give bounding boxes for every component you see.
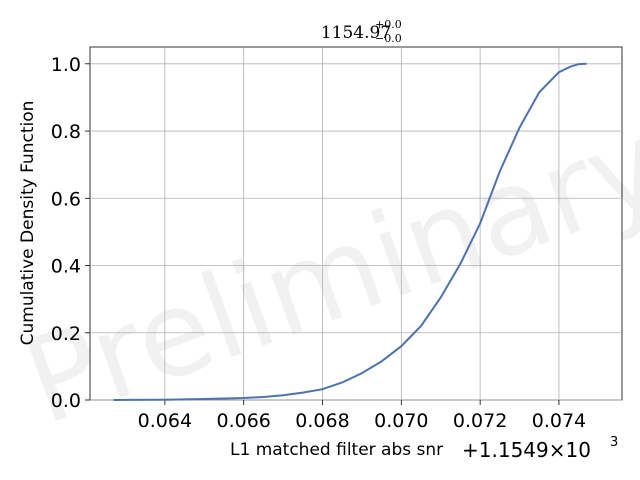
y-tick-label: 0.4 bbox=[51, 256, 81, 278]
y-tick-label: 1.0 bbox=[51, 54, 81, 76]
x-axis-ticks: 0.064 0.066 0.068 0.070 0.072 0.074 bbox=[138, 400, 586, 432]
y-tick-label: 0.8 bbox=[51, 121, 81, 143]
x-tick-label: 0.074 bbox=[532, 410, 586, 432]
y-tick-label: 0.0 bbox=[51, 390, 81, 412]
x-tick-label: 0.064 bbox=[138, 410, 192, 432]
cdf-series-line bbox=[113, 62, 587, 401]
y-axis-label: Cumulative Density Function bbox=[18, 101, 38, 346]
y-tick-label: 0.2 bbox=[51, 323, 81, 345]
chart-title: 1154.97 bbox=[321, 23, 391, 43]
x-axis-label: L1 matched filter abs snr bbox=[230, 440, 443, 460]
x-tick-label: 0.072 bbox=[453, 410, 507, 432]
watermark-text: Preliminary bbox=[7, 94, 640, 452]
y-tick-label: 0.6 bbox=[51, 188, 81, 210]
x-tick-label: 0.066 bbox=[216, 410, 270, 432]
x-tick-label: 0.068 bbox=[295, 410, 349, 432]
x-offset-text: +1.1549×10 bbox=[462, 438, 591, 462]
y-axis-ticks: 0.0 0.2 0.4 0.6 0.8 1.0 bbox=[51, 54, 90, 412]
x-tick-label: 0.070 bbox=[374, 410, 428, 432]
chart-title-subscript: −0.0 bbox=[375, 32, 402, 45]
chart-title-superscript: +0.0 bbox=[375, 18, 402, 31]
grid-lines bbox=[90, 47, 622, 401]
x-offset-exponent: 3 bbox=[610, 435, 618, 450]
